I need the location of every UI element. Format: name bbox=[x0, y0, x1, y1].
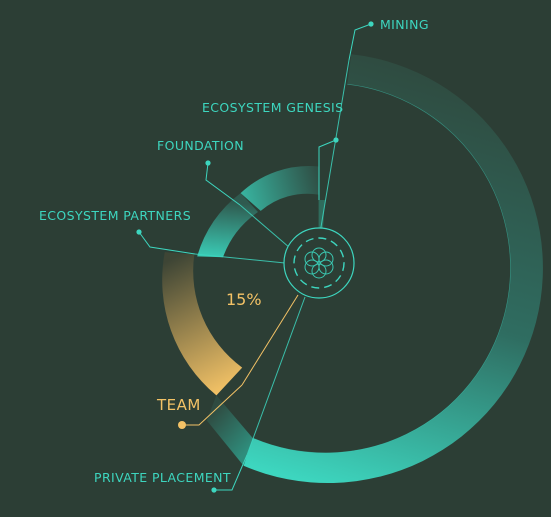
spoke-team bbox=[241, 294, 299, 386]
dot-mining bbox=[368, 21, 374, 27]
dot-private bbox=[211, 487, 217, 493]
dot-foundation bbox=[205, 160, 211, 166]
leader-private bbox=[214, 454, 248, 491]
label-team: TEAM bbox=[156, 396, 201, 414]
dot-partners bbox=[136, 229, 142, 235]
slice-ecosystem-partners bbox=[197, 193, 258, 258]
dot-team bbox=[178, 421, 186, 429]
slice-foundation bbox=[240, 166, 319, 211]
slice-private-placement bbox=[206, 395, 253, 466]
slice-ecosystem-genesis bbox=[318, 200, 325, 228]
label-ecosystem-partners: ECOSYSTEM PARTNERS bbox=[39, 208, 191, 223]
spoke-partners bbox=[194, 253, 286, 264]
team-percentage: 15% bbox=[226, 290, 262, 309]
spoke-foundation bbox=[239, 204, 291, 249]
leader-mining bbox=[348, 23, 372, 61]
leader-foundation bbox=[205, 162, 241, 206]
slice-team bbox=[162, 252, 243, 396]
dot-genesis bbox=[333, 137, 339, 143]
center-emblem bbox=[283, 227, 355, 299]
spoke-private-placement bbox=[246, 296, 306, 456]
label-ecosystem-genesis: ECOSYSTEM GENESIS bbox=[202, 100, 343, 115]
leader-partners bbox=[138, 231, 196, 255]
label-mining: MINING bbox=[380, 17, 429, 32]
leader-genesis bbox=[318, 139, 337, 200]
mining-inner-outline bbox=[252, 83, 511, 454]
label-foundation: FOUNDATION bbox=[157, 138, 244, 153]
label-private-placement: PRIVATE PLACEMENT bbox=[94, 470, 231, 485]
spoke-mining bbox=[319, 59, 350, 234]
leader-team bbox=[182, 384, 243, 426]
